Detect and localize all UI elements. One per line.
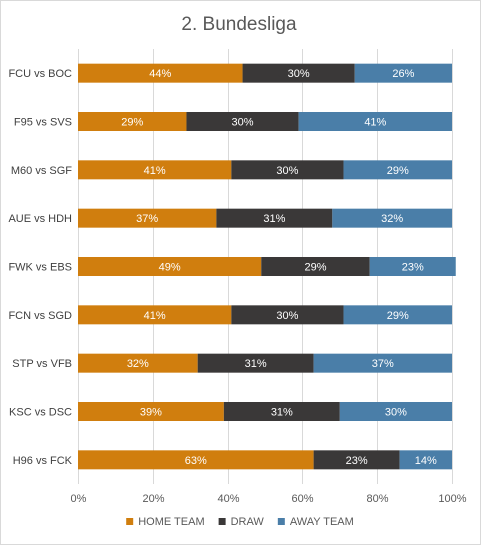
legend-label: DRAW bbox=[231, 516, 265, 528]
data-label: 39% bbox=[140, 407, 162, 419]
data-label: 29% bbox=[121, 117, 143, 129]
data-label: 29% bbox=[387, 165, 409, 177]
bar-segment bbox=[216, 208, 333, 228]
bar-segment bbox=[332, 208, 452, 228]
category-label: FCU vs BOC bbox=[8, 68, 72, 80]
category-label: AUE vs HDH bbox=[8, 213, 72, 225]
category-label: F95 vs SVS bbox=[14, 117, 72, 129]
data-label: 30% bbox=[232, 117, 254, 129]
data-label: 32% bbox=[381, 213, 403, 225]
bars bbox=[78, 63, 456, 470]
bar-segment bbox=[313, 353, 452, 373]
data-label: 30% bbox=[276, 310, 298, 322]
data-label: 29% bbox=[387, 310, 409, 322]
bar-segment bbox=[78, 353, 198, 373]
bar-segment bbox=[78, 450, 314, 470]
data-label: 30% bbox=[288, 68, 310, 80]
bar-segment bbox=[78, 208, 217, 228]
data-label: 31% bbox=[245, 358, 267, 370]
bar-segment bbox=[231, 160, 344, 180]
bar-segment bbox=[354, 63, 452, 83]
bar-segment bbox=[261, 257, 370, 276]
data-label: 14% bbox=[415, 455, 437, 467]
category-label: FWK vs EBS bbox=[8, 262, 72, 274]
bar-segment bbox=[78, 402, 224, 421]
bar-segment bbox=[242, 63, 355, 83]
data-label: 23% bbox=[402, 262, 424, 274]
x-tick-label: 40% bbox=[217, 493, 239, 505]
bar-segment bbox=[343, 160, 452, 180]
legend-label: AWAY TEAM bbox=[290, 516, 354, 528]
data-label: 26% bbox=[392, 68, 414, 80]
data-label: 63% bbox=[185, 455, 207, 467]
category-label: STP vs VFB bbox=[12, 358, 72, 370]
bar-segment bbox=[78, 257, 262, 276]
data-label: 31% bbox=[263, 213, 285, 225]
bar-segment bbox=[369, 257, 456, 276]
data-label: 41% bbox=[144, 165, 166, 177]
x-tick-label: 100% bbox=[438, 493, 466, 505]
legend-label: HOME TEAM bbox=[138, 516, 204, 528]
value-axis: 0% 20% 40% 60% 80% 100% bbox=[71, 493, 467, 505]
bar-segment bbox=[78, 112, 187, 131]
data-label: 30% bbox=[385, 407, 407, 419]
legend-swatch bbox=[218, 518, 226, 525]
legend: HOME TEAM DRAW AWAY TEAM bbox=[126, 516, 354, 528]
category-label: FCN vs SGD bbox=[8, 310, 72, 322]
data-label: 29% bbox=[304, 262, 326, 274]
data-labels: 44% 30% 26% 29% 30% 41% 41% 30% 29% 37% 31% 32% 49% 2… bbox=[121, 68, 437, 467]
data-label: 30% bbox=[276, 165, 298, 177]
category-label: M60 vs SGF bbox=[11, 165, 72, 177]
x-tick-label: 20% bbox=[142, 493, 164, 505]
data-label: 32% bbox=[127, 358, 149, 370]
data-label: 49% bbox=[159, 262, 181, 274]
bar-segment bbox=[186, 112, 299, 131]
category-axis: FCU vs BOC F95 vs SVS M60 vs SGF AUE vs HDH… bbox=[8, 68, 72, 467]
data-label: 37% bbox=[136, 213, 158, 225]
data-label: 44% bbox=[149, 68, 171, 80]
category-label: KSC vs DSC bbox=[9, 407, 72, 419]
bar-segment bbox=[399, 450, 452, 470]
chart-title: 2. Bundesliga bbox=[181, 14, 297, 35]
bar-segment bbox=[78, 63, 243, 83]
x-tick-label: 60% bbox=[291, 493, 313, 505]
bar-segment bbox=[343, 305, 452, 325]
bar-segment bbox=[231, 305, 344, 325]
data-label: 41% bbox=[364, 117, 386, 129]
bar-segment bbox=[197, 353, 314, 373]
legend-swatch bbox=[126, 518, 134, 525]
data-label: 41% bbox=[144, 310, 166, 322]
data-label: 37% bbox=[372, 358, 394, 370]
legend-swatch bbox=[277, 518, 285, 525]
bar-segment bbox=[78, 160, 232, 180]
data-label: 23% bbox=[346, 455, 368, 467]
x-tick-label: 0% bbox=[71, 493, 87, 505]
bar-segment bbox=[223, 402, 340, 421]
data-label: 31% bbox=[271, 407, 293, 419]
bar-segment bbox=[339, 402, 452, 421]
bar-segment bbox=[313, 450, 400, 470]
bar-segment bbox=[298, 112, 452, 131]
x-tick-label: 80% bbox=[366, 493, 388, 505]
category-label: H96 vs FCK bbox=[13, 455, 73, 467]
bar-segment bbox=[78, 305, 232, 325]
